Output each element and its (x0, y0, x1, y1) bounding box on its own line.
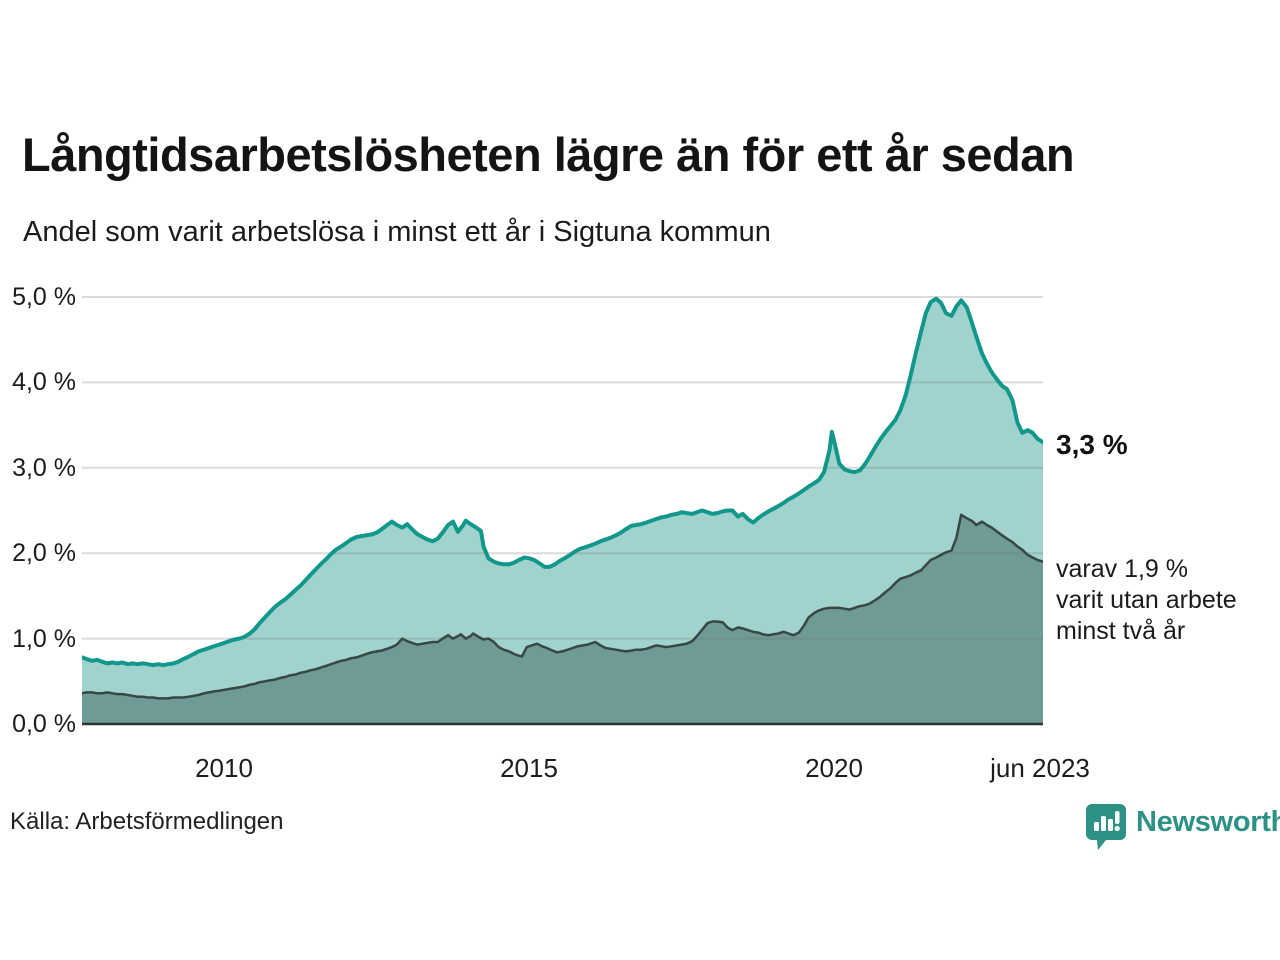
x-tick-label-2010: 2010 (195, 753, 253, 783)
x-tick-label-2015: 2015 (500, 753, 558, 783)
y-tick-label-2: 2,0 % (12, 539, 76, 567)
area-chart (82, 296, 1043, 726)
secondary-annotation: varav 1,9 % varit utan arbete minst två … (1056, 554, 1237, 647)
brand-logo: Newsworthy (1086, 802, 1280, 852)
secondary-annotation-line-3: minst två år (1056, 617, 1186, 645)
y-tick-label-4: 4,0 % (12, 368, 76, 396)
source-note: Källa: Arbetsförmedlingen (10, 808, 284, 835)
x-tick-label-2020: 2020 (805, 753, 863, 783)
area-fill-arbetslosa-minst-ett-ar (82, 298, 1043, 724)
secondary-annotation-line-1: varav 1,9 % (1056, 555, 1189, 583)
area-fill-arbetslosa-minst-tva-ar (82, 514, 1043, 724)
y-tick-label-3: 3,0 % (12, 454, 76, 482)
page-subtitle: Andel som varit arbetslösa i minst ett å… (23, 216, 771, 248)
secondary-annotation-line-2: varit utan arbete (1056, 586, 1237, 614)
newsworthy-icon (1086, 804, 1126, 850)
page-title: Långtidsarbetslösheten lägre än för ett … (22, 128, 1075, 181)
series-line-arbetslosa-minst-tva-ar (82, 513, 1043, 700)
brand-name: Newsworthy (1136, 806, 1280, 838)
y-tick-label-1: 1,0 % (12, 625, 76, 653)
y-tick-label-5: 5,0 % (12, 283, 76, 311)
series-line-arbetslosa-minst-ett-ar (82, 296, 1043, 668)
latest-value-annotation: 3,3 % (1056, 429, 1128, 460)
y-tick-label-0: 0,0 % (12, 710, 76, 738)
x-tick-label-jun-2023: jun 2023 (990, 753, 1090, 783)
